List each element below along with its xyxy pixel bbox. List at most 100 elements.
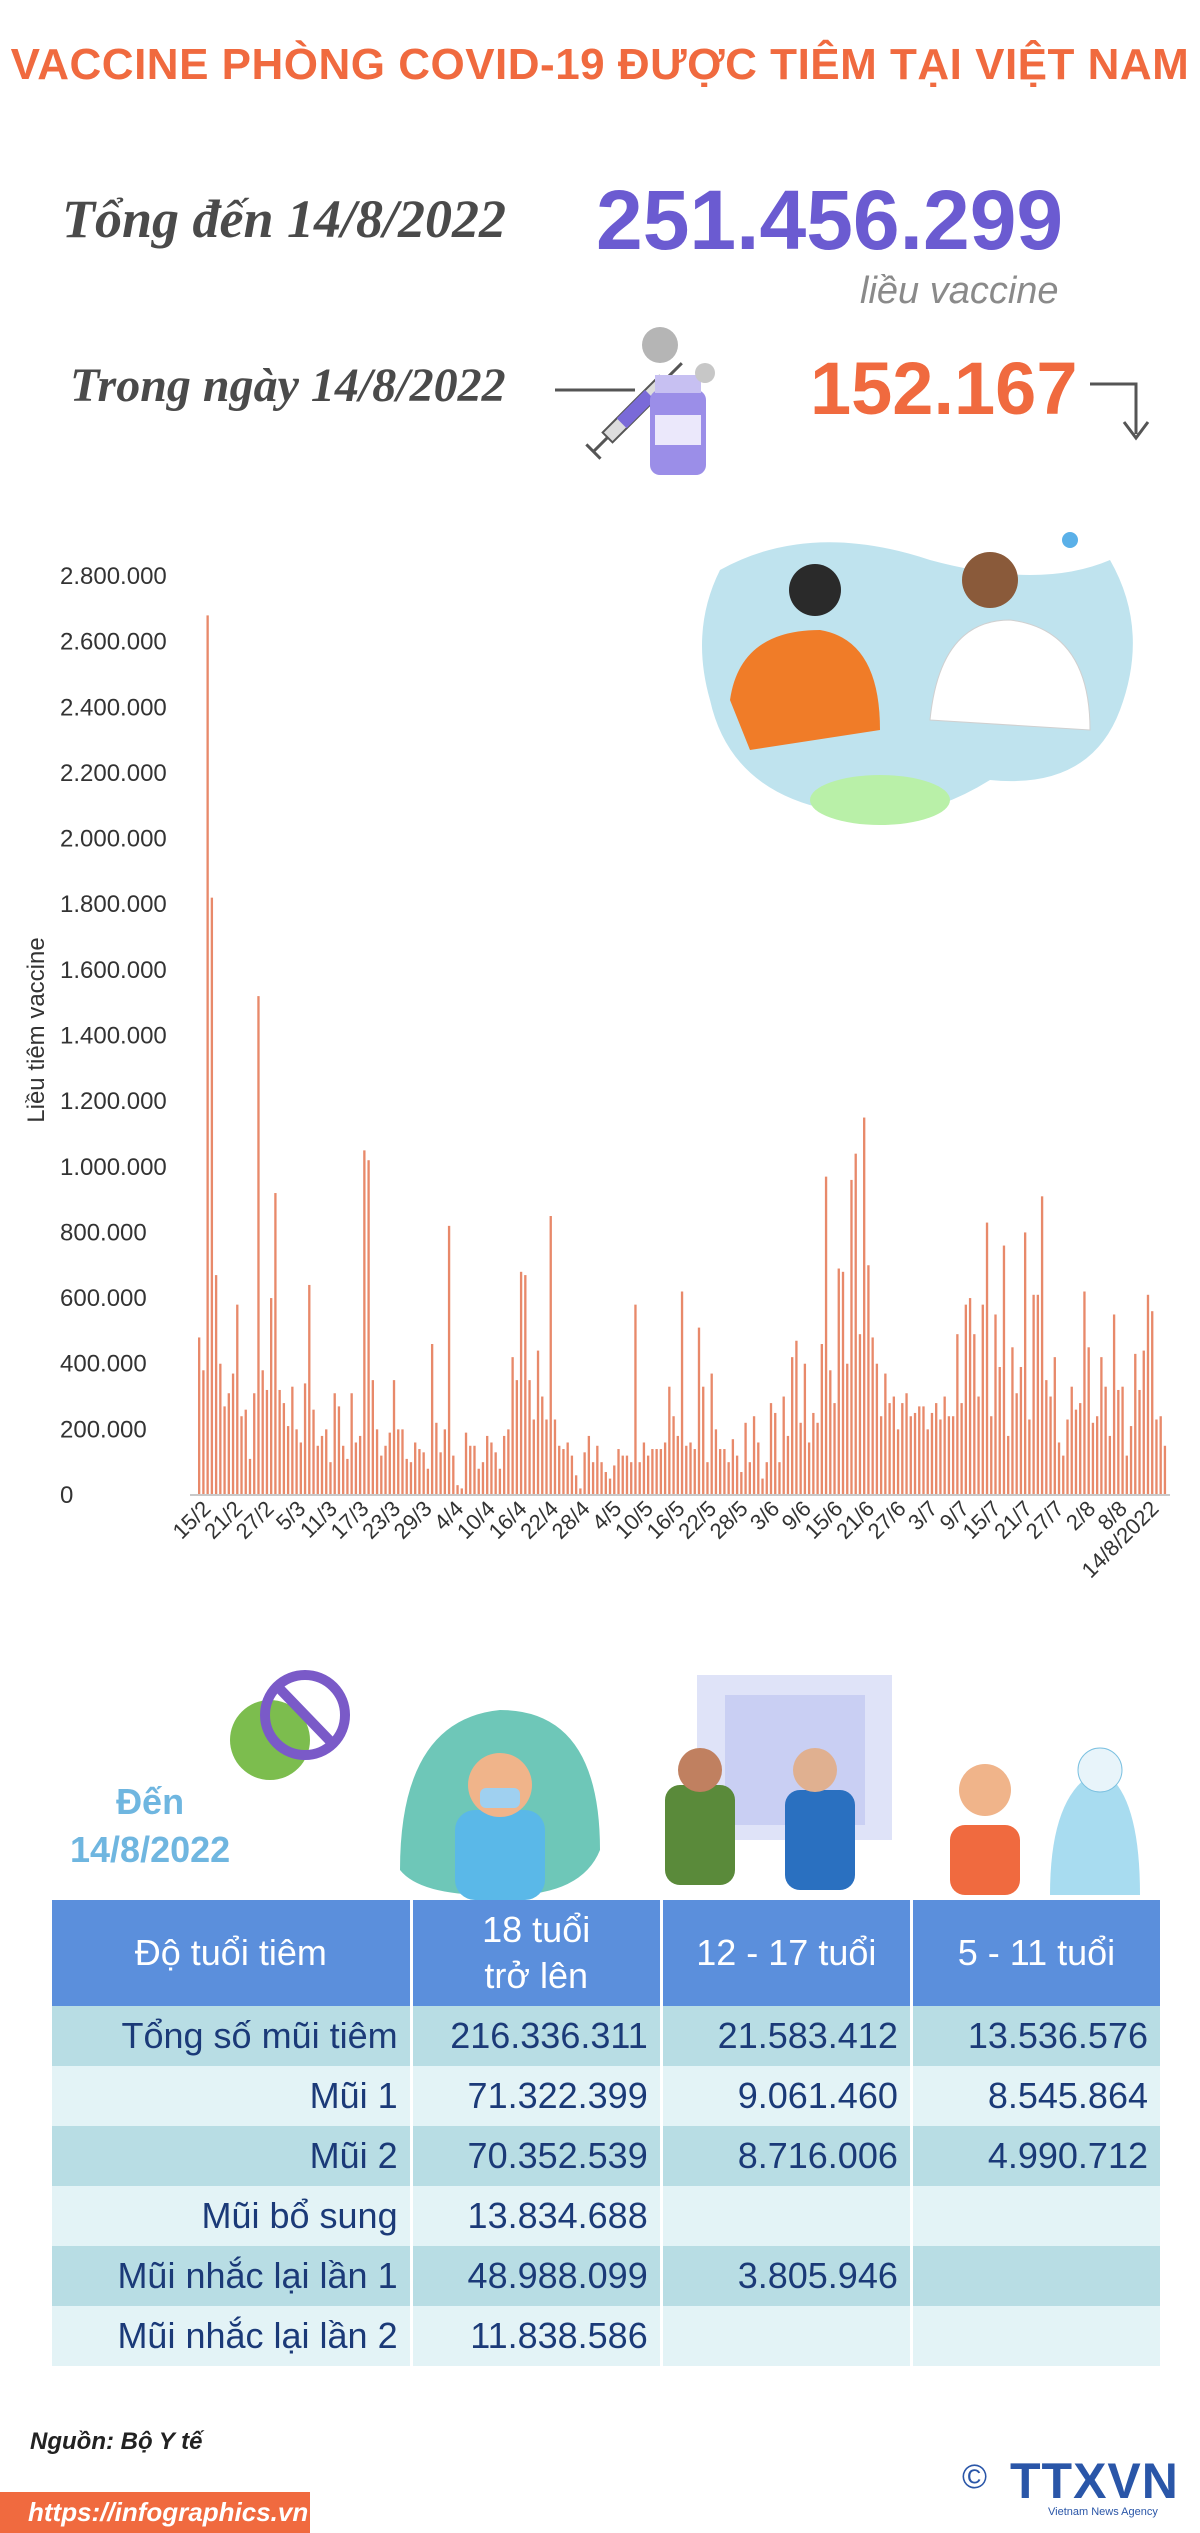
x-tick-label: 27/6 bbox=[863, 1496, 911, 1544]
y-tick-label: 600.000 bbox=[60, 1285, 147, 1312]
bar bbox=[418, 1449, 421, 1495]
bar bbox=[1015, 1393, 1018, 1495]
bar bbox=[930, 1412, 934, 1495]
header-adult: 18 tuổi trở lên bbox=[411, 1900, 663, 2006]
bar bbox=[964, 1304, 968, 1495]
y-axis-ticks: 2.800.000 2.600.000 2.400.000 2.200.000 2.00… bbox=[60, 563, 167, 1509]
bar bbox=[384, 1445, 387, 1495]
bar bbox=[625, 1455, 629, 1495]
bar bbox=[392, 1380, 396, 1495]
table-cell-teen bbox=[661, 2186, 913, 2246]
bar bbox=[1121, 1386, 1124, 1495]
bar bbox=[574, 1475, 578, 1495]
bar bbox=[570, 1455, 574, 1495]
bar bbox=[291, 1386, 294, 1495]
bar bbox=[1100, 1357, 1103, 1495]
table-cell-label: Mũi bổ sung bbox=[52, 2186, 413, 2246]
bar bbox=[985, 1222, 989, 1495]
total-value: 251.456.299 bbox=[596, 173, 1064, 267]
bar bbox=[464, 1432, 468, 1495]
bar bbox=[782, 1396, 785, 1495]
bar bbox=[863, 1117, 866, 1495]
bar bbox=[295, 1429, 298, 1495]
x-axis-ticks: 15/221/227/25/311/317/323/329/34/410/416… bbox=[168, 1496, 1164, 1583]
source-note: Nguồn: Bộ Y tế bbox=[30, 2428, 203, 2455]
bar bbox=[210, 897, 214, 1495]
y-tick-label: 1.600.000 bbox=[60, 957, 167, 984]
bar bbox=[591, 1462, 595, 1495]
table-cell-label: Mũi 2 bbox=[52, 2126, 413, 2186]
bar bbox=[248, 1458, 252, 1495]
bar bbox=[422, 1452, 425, 1495]
teen-illustration bbox=[665, 1675, 892, 1890]
bar bbox=[714, 1429, 718, 1495]
table-row: Mũi bổ sung 13.834.688 bbox=[52, 2186, 1160, 2246]
bar bbox=[803, 1363, 807, 1495]
bar bbox=[735, 1455, 739, 1495]
bar bbox=[693, 1449, 696, 1495]
bar bbox=[231, 1373, 235, 1495]
y-tick-label: 2.000.000 bbox=[60, 826, 167, 853]
bar bbox=[655, 1449, 658, 1495]
bar bbox=[850, 1179, 853, 1495]
header-child: 5 - 11 tuổi bbox=[911, 1900, 1160, 2006]
bar bbox=[316, 1445, 319, 1495]
table-cell-child: 13.536.576 bbox=[911, 2006, 1160, 2066]
footer-url-bar bbox=[0, 2492, 310, 2533]
bar bbox=[888, 1403, 891, 1495]
table-cell-adult: 11.838.586 bbox=[411, 2306, 663, 2366]
bar bbox=[380, 1455, 383, 1495]
bar bbox=[816, 1422, 819, 1495]
bar bbox=[1108, 1435, 1112, 1495]
bar bbox=[1036, 1294, 1040, 1495]
bar bbox=[918, 1406, 921, 1495]
bar bbox=[854, 1153, 857, 1495]
bar bbox=[1062, 1455, 1065, 1495]
bar bbox=[977, 1396, 980, 1495]
bar bbox=[473, 1445, 476, 1495]
bar bbox=[994, 1314, 997, 1495]
ttxvn-logo: TTXVN bbox=[1010, 2453, 1179, 2509]
bar bbox=[757, 1442, 760, 1495]
bar bbox=[214, 1275, 218, 1495]
bar bbox=[223, 1406, 226, 1495]
table-cell-label: Mũi nhắc lại lần 2 bbox=[52, 2306, 413, 2366]
bar bbox=[748, 1462, 751, 1495]
bar bbox=[778, 1462, 781, 1495]
bar bbox=[1155, 1419, 1158, 1495]
bar bbox=[1066, 1419, 1069, 1495]
copyright-symbol: © bbox=[962, 2458, 988, 2496]
x-tick-label: 27/7 bbox=[1021, 1496, 1069, 1544]
as-of-label-line2: 14/8/2022 bbox=[70, 1829, 231, 1870]
bar bbox=[219, 1363, 222, 1495]
bar bbox=[1138, 1389, 1141, 1495]
bar bbox=[507, 1429, 510, 1495]
bar bbox=[990, 1416, 993, 1495]
bar bbox=[613, 1465, 616, 1495]
bar bbox=[265, 1389, 269, 1495]
bar bbox=[774, 1412, 777, 1495]
bar bbox=[477, 1468, 480, 1495]
bar bbox=[634, 1304, 637, 1495]
bar bbox=[867, 1265, 870, 1495]
bar bbox=[511, 1357, 514, 1495]
bar bbox=[447, 1225, 451, 1495]
day-value: 152.167 bbox=[810, 347, 1078, 430]
bar bbox=[346, 1458, 349, 1495]
bar bbox=[807, 1442, 811, 1495]
bar bbox=[617, 1449, 620, 1495]
bar bbox=[583, 1452, 586, 1495]
bar bbox=[833, 1403, 836, 1495]
bar bbox=[303, 1383, 307, 1495]
bar bbox=[257, 996, 260, 1495]
ttxvn-logo-subtitle: Vietnam News Agency bbox=[1048, 2506, 1158, 2518]
bar bbox=[1146, 1294, 1150, 1495]
bar bbox=[363, 1150, 366, 1495]
table-cell-teen bbox=[661, 2306, 913, 2366]
child-illustration bbox=[950, 1747, 1140, 1895]
bar bbox=[456, 1485, 459, 1495]
footer-url-link[interactable]: https://infographics.vn bbox=[28, 2497, 309, 2527]
bar bbox=[1028, 1419, 1031, 1495]
y-tick-label: 2.800.000 bbox=[60, 563, 167, 590]
header-teen: 12 - 17 tuổi bbox=[661, 1900, 913, 2006]
